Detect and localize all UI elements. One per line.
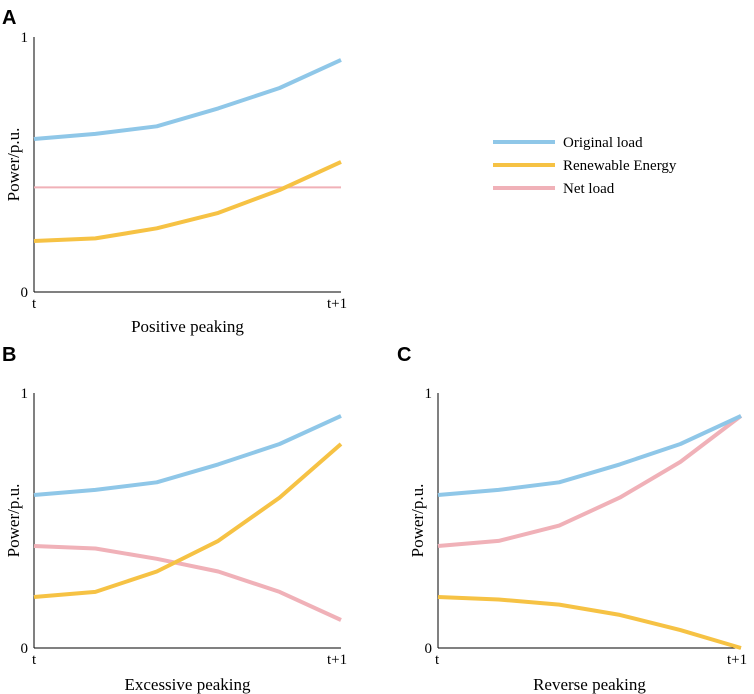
x-axis-label: Positive peaking: [131, 317, 244, 336]
x-tick-label: t+1: [327, 296, 347, 312]
x-tick-label: t+1: [727, 652, 747, 668]
y-tick-label: 1: [21, 30, 29, 46]
y-tick-label: 1: [425, 386, 433, 402]
x-tick-label: t+1: [327, 652, 347, 668]
series-line-original-load: [33, 414, 342, 497]
x-tick-label: t: [32, 296, 37, 312]
legend-label: Renewable Energy: [563, 158, 677, 174]
y-tick-label: 0: [21, 285, 29, 301]
chart-panel-a: A1 0t t+1 Positive peaking Power/p.u.: [2, 7, 347, 336]
y-axis-label: Power/p.u.: [4, 128, 23, 202]
panel-letter: A: [2, 7, 16, 29]
series-line-renewable-energy: [33, 442, 343, 599]
chart-panel-b: B 1 0t t+1 Excessive peaking Power/p.u.: [2, 344, 347, 694]
legend-label: Original load: [563, 135, 643, 151]
legend-label: Net load: [563, 181, 615, 197]
series-line-original-load: [33, 58, 342, 141]
series-line-renewable-energy: [33, 160, 342, 243]
x-axis-label: Reverse peaking: [533, 675, 646, 694]
x-axis-label: Excessive peaking: [124, 675, 251, 694]
panel-letter: B: [2, 344, 16, 366]
y-axis-label: Power/p.u.: [408, 484, 427, 558]
series-line-net-load: [33, 544, 342, 622]
y-tick-label: 1: [21, 386, 29, 402]
series-line-net-load: [437, 414, 743, 548]
legend: Original load Renewable Energy Net load: [493, 135, 677, 197]
y-tick-label: 0: [21, 641, 29, 657]
x-tick-label: t: [32, 652, 37, 668]
y-tick-label: 0: [425, 641, 433, 657]
series-line-renewable-energy: [437, 595, 742, 650]
x-tick-label: t: [435, 652, 440, 668]
series-line-original-load: [437, 414, 742, 497]
panel-letter: C: [397, 344, 411, 366]
y-axis-label: Power/p.u.: [4, 484, 23, 558]
chart-panel-c: C 1 0t t+1 Reverse peaking Power/p.u.: [397, 344, 747, 694]
